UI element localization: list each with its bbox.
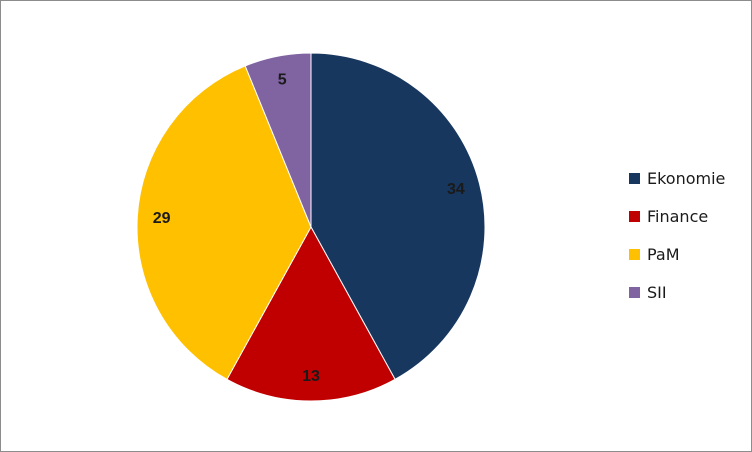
- legend-label: Finance: [647, 206, 709, 226]
- pie-slice-ekonomie: [310, 52, 486, 381]
- data-label-sii: 5: [278, 72, 287, 89]
- pie-slice-finance: [226, 225, 396, 402]
- data-label-finance: 13: [302, 368, 320, 385]
- legend-swatch: [629, 248, 640, 260]
- legend-label: Ekonomie: [647, 168, 726, 188]
- pie-slice-pam: [136, 65, 312, 381]
- legend-item-sii: SII: [629, 273, 725, 311]
- legend-label: PaM: [647, 244, 680, 264]
- legend-item-finance: Finance: [629, 197, 725, 235]
- legend-swatch: [629, 210, 640, 222]
- pie-slice-sii: [244, 52, 312, 228]
- data-label-ekonomie: 34: [447, 181, 465, 198]
- legend-item-pam: PaM: [629, 235, 725, 273]
- legend-swatch: [629, 286, 640, 298]
- legend: Ekonomie Finance PaM SII: [629, 159, 725, 311]
- legend-item-ekonomie: Ekonomie: [629, 159, 725, 197]
- data-label-pam: 29: [153, 210, 171, 227]
- legend-swatch: [629, 172, 640, 184]
- legend-label: SII: [647, 282, 667, 302]
